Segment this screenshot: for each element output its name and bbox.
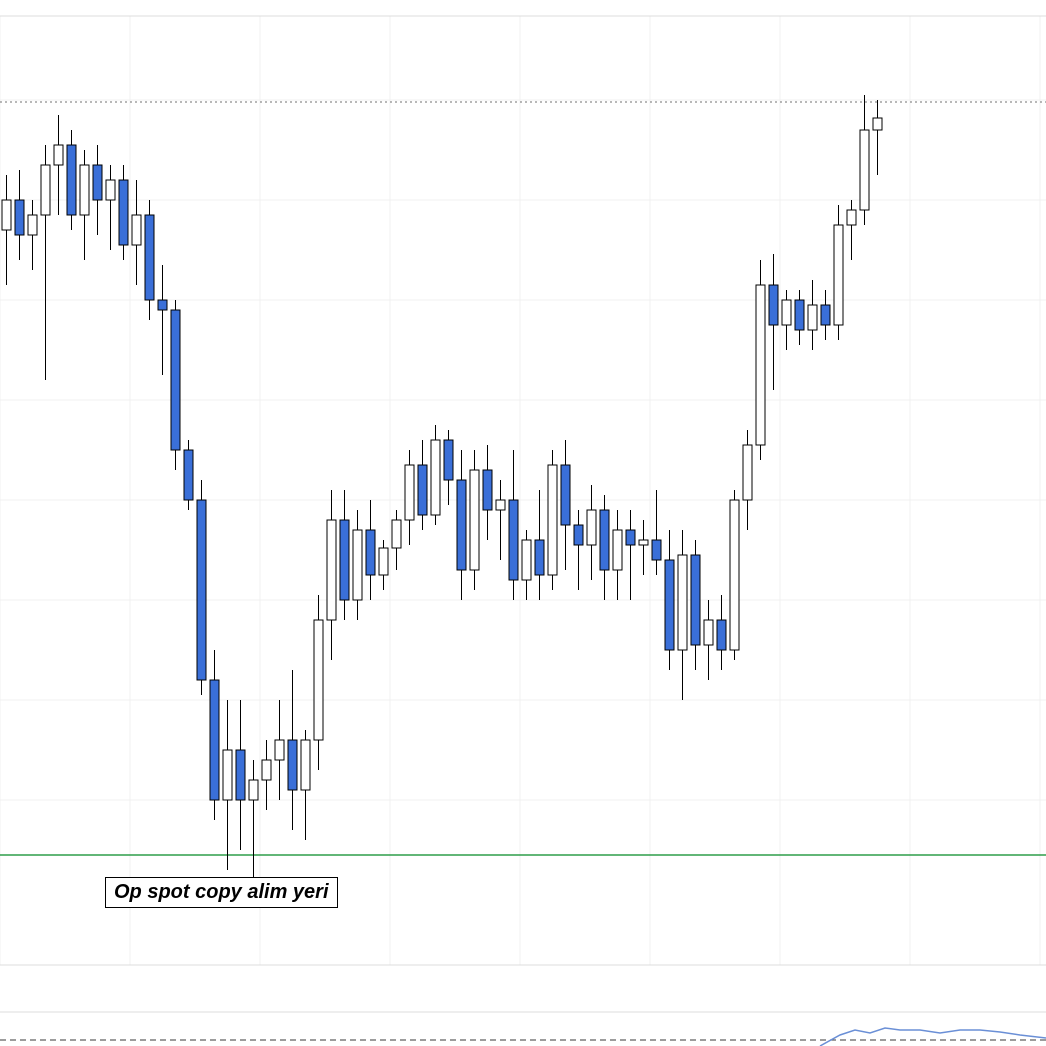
annotation-text: Op spot copy alim yeri	[114, 881, 329, 903]
candlestick-chart[interactable]: Op spot copy alim yeri	[0, 0, 1046, 1046]
annotation-label[interactable]: Op spot copy alim yeri	[105, 877, 338, 908]
